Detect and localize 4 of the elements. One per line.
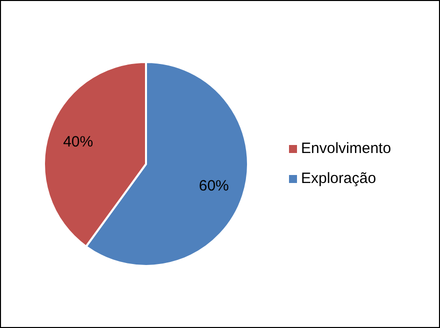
legend-label: Envolvimento	[301, 140, 392, 157]
legend-label: Exploração	[301, 170, 376, 187]
data-label: 60%	[198, 178, 229, 195]
data-label: 40%	[63, 133, 94, 150]
